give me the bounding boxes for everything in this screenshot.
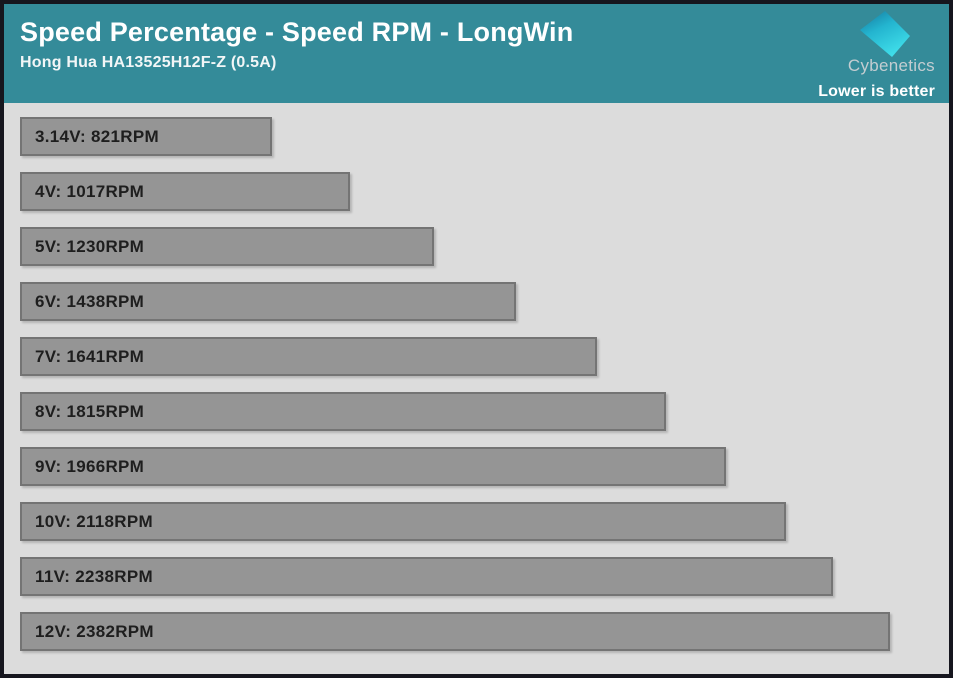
brand-block: Cybenetics Lower is better (818, 9, 935, 101)
bar-label: 6V: 1438RPM (35, 291, 145, 311)
bar: 6V: 1438RPM (20, 282, 516, 321)
brand-name: Cybenetics (847, 56, 935, 75)
bar: 9V: 1966RPM (20, 447, 726, 486)
bar-label: 8V: 1815RPM (35, 401, 145, 421)
chart-subtitle: Hong Hua HA13525H12F-Z (0.5A) (20, 54, 277, 72)
bar: 4V: 1017RPM (20, 172, 350, 211)
chart-header: Speed Percentage - Speed RPM - LongWin H… (4, 4, 949, 103)
bar-label: 9V: 1966RPM (35, 456, 145, 476)
bar-label: 12V: 2382RPM (35, 621, 154, 641)
chart-title: Speed Percentage - Speed RPM - LongWin (20, 17, 574, 47)
bar: 8V: 1815RPM (20, 392, 666, 431)
bar: 3.14V: 821RPM (20, 117, 272, 156)
bar: 5V: 1230RPM (20, 227, 434, 266)
bar-label: 4V: 1017RPM (35, 181, 145, 201)
lower-is-better-note: Lower is better (818, 83, 935, 100)
bar-plot: 3.14V: 821RPM 4V: 1017RPM 5V: 1230RPM 6V: 1… (4, 103, 949, 651)
bar-label: 10V: 2118RPM (35, 511, 153, 531)
bar: 11V: 2238RPM (20, 557, 833, 596)
bar-label: 3.14V: 821RPM (35, 126, 159, 146)
bar-label: 7V: 1641RPM (35, 346, 145, 366)
bar: 7V: 1641RPM (20, 337, 597, 376)
bar: 10V: 2118RPM (20, 502, 786, 541)
bar-label: 5V: 1230RPM (35, 236, 145, 256)
cybenetics-logo-icon (860, 11, 910, 57)
bar: 12V: 2382RPM (20, 612, 890, 651)
bar-label: 11V: 2238RPM (35, 566, 153, 586)
